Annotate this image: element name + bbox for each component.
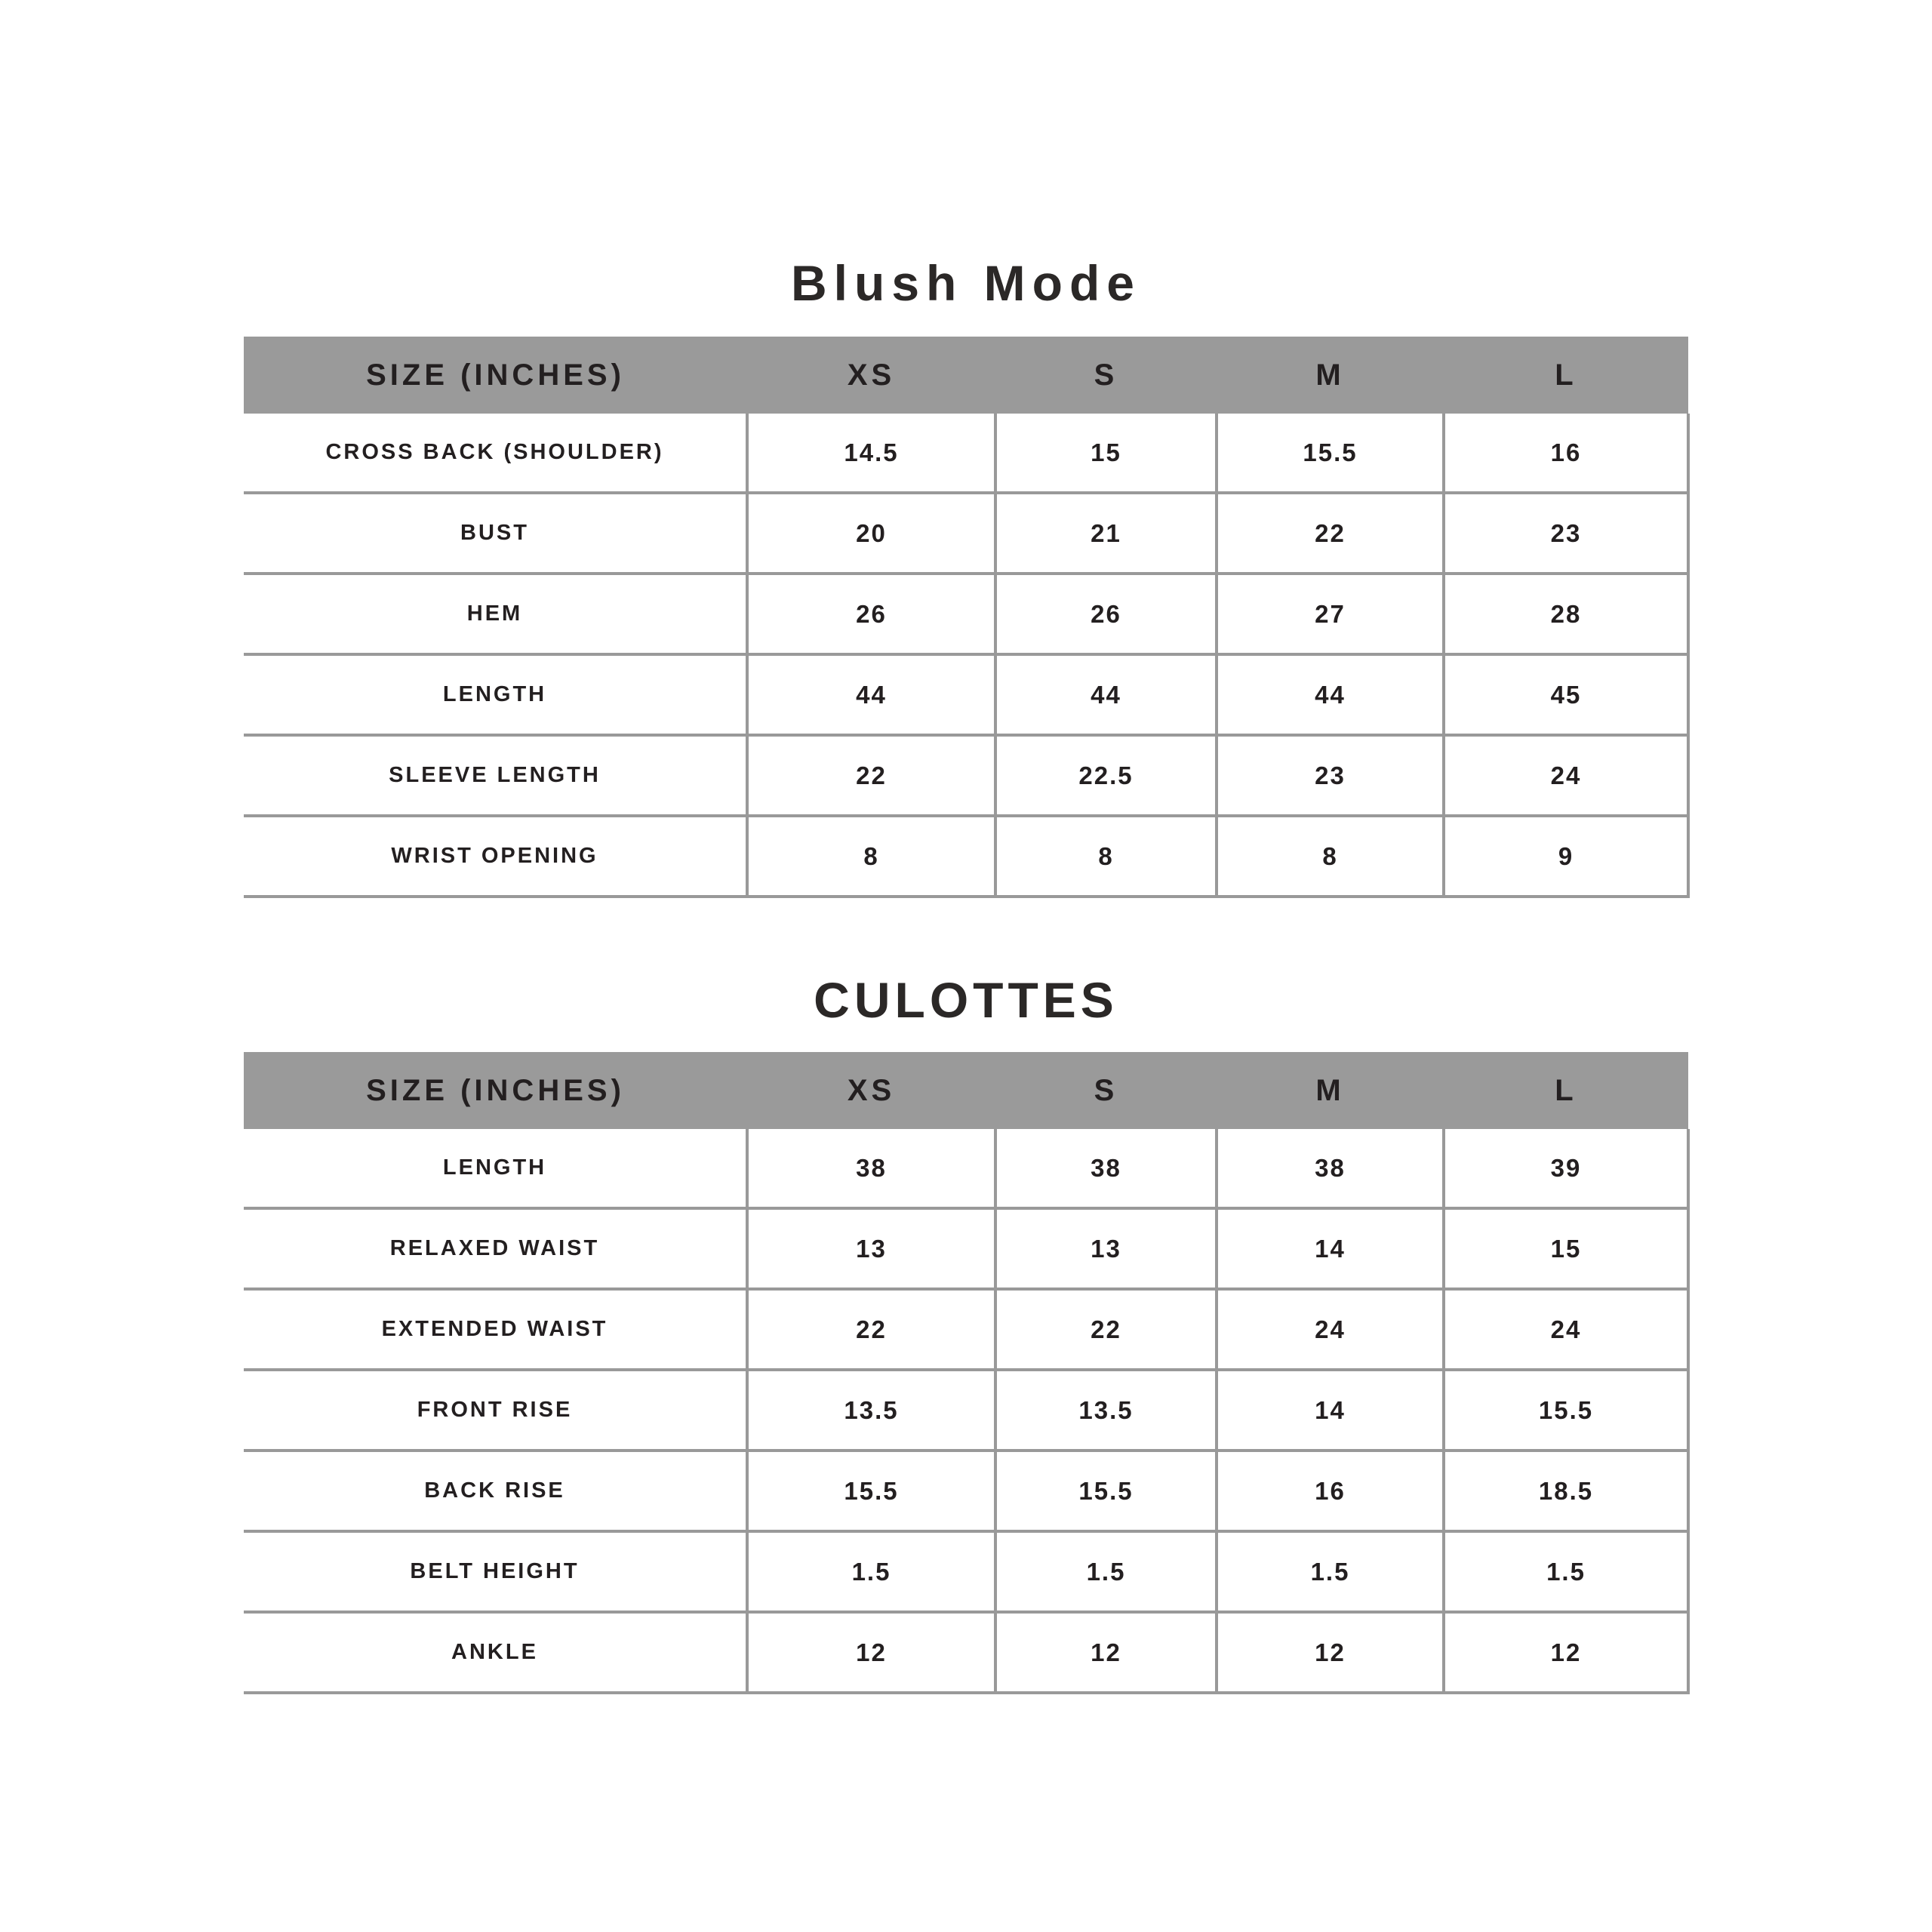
cell-value: 18.5 — [1442, 1449, 1690, 1533]
cell-value: 21 — [994, 491, 1218, 575]
cell-value: 15.5 — [746, 1449, 997, 1533]
header-size-inches: SIZE (INCHES) — [244, 337, 747, 414]
cell-value: 44 — [746, 653, 997, 737]
cell-value: 1.5 — [746, 1530, 997, 1614]
header-size-l: L — [1444, 1052, 1688, 1129]
cell-value: 24 — [1215, 1287, 1445, 1371]
cell-value: 13 — [994, 1207, 1218, 1291]
table-header: SIZE (INCHES) XS S M L — [244, 1052, 1688, 1129]
cell-value: 23 — [1442, 491, 1690, 575]
row-label: HEM — [244, 572, 749, 656]
table-row: RELAXED WAIST 13 13 14 15 — [244, 1207, 1690, 1291]
cell-value: 14 — [1215, 1368, 1445, 1452]
cell-value: 14.5 — [746, 414, 997, 494]
cell-value: 12 — [994, 1611, 1218, 1694]
cell-value: 38 — [994, 1129, 1218, 1210]
cell-value: 15.5 — [1442, 1368, 1690, 1452]
header-row: SIZE (INCHES) XS S M L — [244, 337, 1688, 414]
table-row: WRIST OPENING 8 8 8 9 — [244, 814, 1690, 898]
cell-value: 8 — [994, 814, 1218, 898]
row-label: BELT HEIGHT — [244, 1530, 749, 1614]
size-table-blush-mode: SIZE (INCHES) XS S M L CROSS BACK (SHOUL… — [244, 337, 1690, 898]
cell-value: 1.5 — [1215, 1530, 1445, 1614]
cell-value: 26 — [746, 572, 997, 656]
header-size-s: S — [995, 1052, 1217, 1129]
cell-value: 8 — [1215, 814, 1445, 898]
row-label: BUST — [244, 491, 749, 575]
row-label: CROSS BACK (SHOULDER) — [244, 414, 749, 494]
cell-value: 28 — [1442, 572, 1690, 656]
cell-value: 27 — [1215, 572, 1445, 656]
cell-value: 16 — [1442, 414, 1690, 494]
row-label: LENGTH — [244, 1129, 749, 1210]
cell-value: 22 — [746, 1287, 997, 1371]
table-row: BELT HEIGHT 1.5 1.5 1.5 1.5 — [244, 1530, 1690, 1614]
cell-value: 44 — [994, 653, 1218, 737]
table-row: FRONT RISE 13.5 13.5 14 15.5 — [244, 1368, 1690, 1452]
table-title-culottes: CULOTTES — [814, 972, 1118, 1028]
header-row: SIZE (INCHES) XS S M L — [244, 1052, 1688, 1129]
row-label: EXTENDED WAIST — [244, 1287, 749, 1371]
row-label: LENGTH — [244, 653, 749, 737]
row-label: FRONT RISE — [244, 1368, 749, 1452]
table-row: EXTENDED WAIST 22 22 24 24 — [244, 1287, 1690, 1371]
row-label: RELAXED WAIST — [244, 1207, 749, 1291]
cell-value: 44 — [1215, 653, 1445, 737]
cell-value: 12 — [746, 1611, 997, 1694]
cell-value: 1.5 — [1442, 1530, 1690, 1614]
cell-value: 9 — [1442, 814, 1690, 898]
cell-value: 38 — [746, 1129, 997, 1210]
cell-value: 13 — [746, 1207, 997, 1291]
cell-value: 38 — [1215, 1129, 1445, 1210]
cell-value: 22 — [994, 1287, 1218, 1371]
table-row: SLEEVE LENGTH 22 22.5 23 24 — [244, 734, 1690, 817]
cell-value: 24 — [1442, 734, 1690, 817]
cell-value: 14 — [1215, 1207, 1445, 1291]
cell-value: 13.5 — [746, 1368, 997, 1452]
cell-value: 15.5 — [1215, 414, 1445, 494]
row-label: SLEEVE LENGTH — [244, 734, 749, 817]
cell-value: 26 — [994, 572, 1218, 656]
table-title-blush-mode: Blush Mode — [791, 255, 1141, 311]
cell-value: 15.5 — [994, 1449, 1218, 1533]
cell-value: 23 — [1215, 734, 1445, 817]
table-row: ANKLE 12 12 12 12 — [244, 1611, 1690, 1694]
cell-value: 16 — [1215, 1449, 1445, 1533]
cell-value: 24 — [1442, 1287, 1690, 1371]
table-row: CROSS BACK (SHOULDER) 14.5 15 15.5 16 — [244, 414, 1690, 494]
cell-value: 22 — [746, 734, 997, 817]
cell-value: 45 — [1442, 653, 1690, 737]
table-row: LENGTH 44 44 44 45 — [244, 653, 1690, 737]
cell-value: 12 — [1442, 1611, 1690, 1694]
cell-value: 15 — [1442, 1207, 1690, 1291]
table-row: BACK RISE 15.5 15.5 16 18.5 — [244, 1449, 1690, 1533]
cell-value: 1.5 — [994, 1530, 1218, 1614]
row-label: BACK RISE — [244, 1449, 749, 1533]
cell-value: 20 — [746, 491, 997, 575]
header-size-l: L — [1444, 337, 1688, 414]
cell-value: 15 — [994, 414, 1218, 494]
table-header: SIZE (INCHES) XS S M L — [244, 337, 1688, 414]
table-row: LENGTH 38 38 38 39 — [244, 1129, 1690, 1210]
cell-value: 13.5 — [994, 1368, 1218, 1452]
header-size-inches: SIZE (INCHES) — [244, 1052, 747, 1129]
cell-value: 8 — [746, 814, 997, 898]
size-table-culottes: SIZE (INCHES) XS S M L LENGTH 38 38 38 3… — [244, 1052, 1690, 1694]
header-size-xs: XS — [747, 337, 995, 414]
header-size-m: M — [1217, 337, 1444, 414]
header-size-xs: XS — [747, 1052, 995, 1129]
cell-value: 12 — [1215, 1611, 1445, 1694]
row-label: WRIST OPENING — [244, 814, 749, 898]
cell-value: 22 — [1215, 491, 1445, 575]
header-size-s: S — [995, 337, 1217, 414]
table-row: HEM 26 26 27 28 — [244, 572, 1690, 656]
cell-value: 39 — [1442, 1129, 1690, 1210]
cell-value: 22.5 — [994, 734, 1218, 817]
row-label: ANKLE — [244, 1611, 749, 1694]
table-row: BUST 20 21 22 23 — [244, 491, 1690, 575]
header-size-m: M — [1217, 1052, 1444, 1129]
